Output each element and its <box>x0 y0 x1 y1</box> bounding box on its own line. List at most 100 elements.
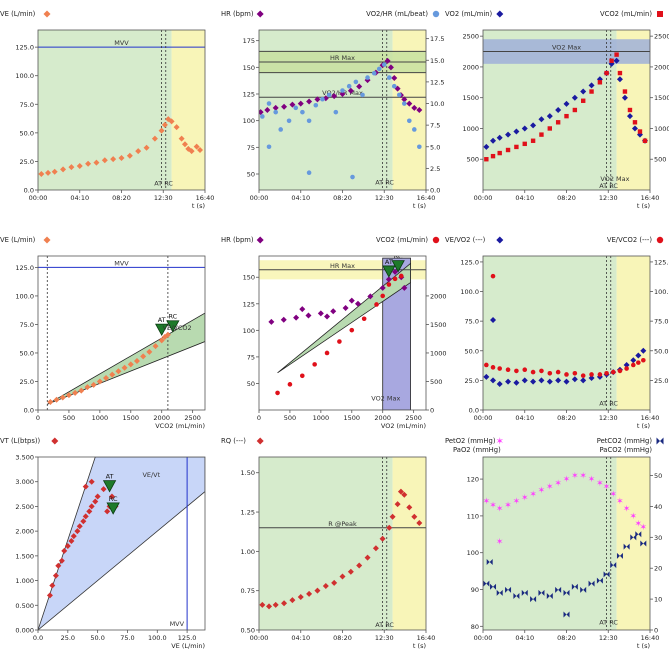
data-point <box>530 138 536 143</box>
x-tick-label: 12:30 <box>375 634 394 642</box>
x-tick-label: 1000 <box>313 414 330 422</box>
chart-panel-p8: R @Peak AT RC 00:00 04:10 08:20 12:30 16:40t (… <box>221 437 435 650</box>
data-point <box>513 593 520 600</box>
data-point <box>115 368 122 375</box>
data-point <box>521 589 528 596</box>
data-point <box>630 534 637 541</box>
legend-circle-icon <box>432 10 440 18</box>
data-point: ✶ <box>579 471 587 481</box>
marker-label: RC <box>109 495 118 503</box>
y-left-tick-label: 1.000 <box>15 577 34 585</box>
data-point <box>348 297 355 304</box>
data-point <box>96 378 103 385</box>
data-point <box>406 504 413 511</box>
y-left-tick-label: 50 <box>247 380 255 388</box>
marker-label: RC <box>394 253 403 261</box>
data-point <box>589 89 594 94</box>
marker-rc <box>166 320 180 333</box>
x-tick-label: 00:00 <box>474 634 493 642</box>
data-point <box>173 124 180 131</box>
marker-label: AT <box>158 316 166 324</box>
data-point <box>609 58 614 63</box>
zone-green <box>483 457 617 630</box>
legend-square-icon <box>657 11 663 17</box>
data-point <box>93 159 100 166</box>
legend-diamond-icon <box>51 437 59 445</box>
data-point: ✶ <box>603 482 611 492</box>
data-point <box>630 357 637 364</box>
data-point <box>273 109 279 115</box>
x-tick-label: 00:00 <box>474 414 493 422</box>
data-point <box>505 367 511 373</box>
y-left-tick-label: 2.000 <box>15 528 34 536</box>
data-point: ✶ <box>563 475 571 485</box>
x-tick-label: 0 <box>257 414 261 422</box>
y-right-tick-label: 7.5 <box>430 122 440 130</box>
data-point <box>617 368 623 374</box>
data-point <box>571 376 578 383</box>
y-right-tick-label: 15.0 <box>430 57 444 65</box>
y-left-tick-label: 0.0 <box>24 187 34 195</box>
data-point <box>490 316 497 323</box>
data-point <box>397 488 404 495</box>
x-tick-label: 04:10 <box>515 194 534 202</box>
marker-label: RC <box>168 313 177 321</box>
y-left-tick-label: 3.500 <box>15 454 34 462</box>
y-left-axis-label: VE (L/min) <box>0 236 36 244</box>
data-point <box>563 378 570 385</box>
data-point <box>555 377 562 384</box>
y-right-tick-label: 500 <box>430 378 442 386</box>
data-point <box>322 582 329 589</box>
x-tick-label: 08:20 <box>333 194 352 202</box>
series-1 <box>275 273 404 396</box>
data-point <box>490 377 497 384</box>
data-point <box>391 75 398 81</box>
data-point <box>281 103 288 110</box>
marker-label: AT <box>106 473 114 481</box>
data-point <box>513 128 520 135</box>
data-point <box>514 144 519 150</box>
data-point <box>82 483 89 490</box>
y-left-axis-label: VT (L(btps)) <box>0 437 41 445</box>
data-point <box>86 508 93 515</box>
legend-diamond-icon <box>43 10 51 18</box>
data-point <box>299 373 305 379</box>
data-point <box>164 331 171 338</box>
data-point <box>483 580 490 587</box>
annotation: AT RC <box>154 179 173 187</box>
data-point <box>333 109 339 115</box>
data-point <box>392 268 399 275</box>
data-point <box>350 174 355 180</box>
data-point <box>347 568 354 575</box>
x-tick-label: 04:10 <box>70 194 89 202</box>
data-point <box>299 306 306 313</box>
data-point: ✶ <box>596 479 604 489</box>
y-right-axis-label: VCO2 (mL/min) <box>600 10 652 18</box>
data-point <box>133 357 140 364</box>
data-point <box>306 590 313 597</box>
data-point <box>563 100 570 107</box>
data-point <box>68 164 75 171</box>
x-tick-label: 04:10 <box>515 414 534 422</box>
data-point <box>572 107 578 113</box>
annotation: AT RC <box>375 179 394 187</box>
data-point <box>483 143 490 150</box>
x-tick-label: 08:20 <box>333 634 352 642</box>
data-point <box>530 596 537 603</box>
data-point: ✶ <box>588 475 596 485</box>
data-point <box>564 372 569 377</box>
data-point <box>530 378 537 385</box>
data-point <box>108 493 115 500</box>
data-point <box>596 577 603 584</box>
data-point <box>521 125 528 132</box>
data-point <box>272 601 279 608</box>
data-point <box>356 562 363 569</box>
data-point <box>92 498 99 505</box>
plot-area: R @Peak AT RC <box>259 457 426 630</box>
data-point <box>379 284 386 291</box>
data-point <box>78 387 85 394</box>
x-tick-label: 25.0 <box>61 634 75 642</box>
x-tick-label: 12:30 <box>599 414 618 422</box>
data-point <box>614 52 619 57</box>
